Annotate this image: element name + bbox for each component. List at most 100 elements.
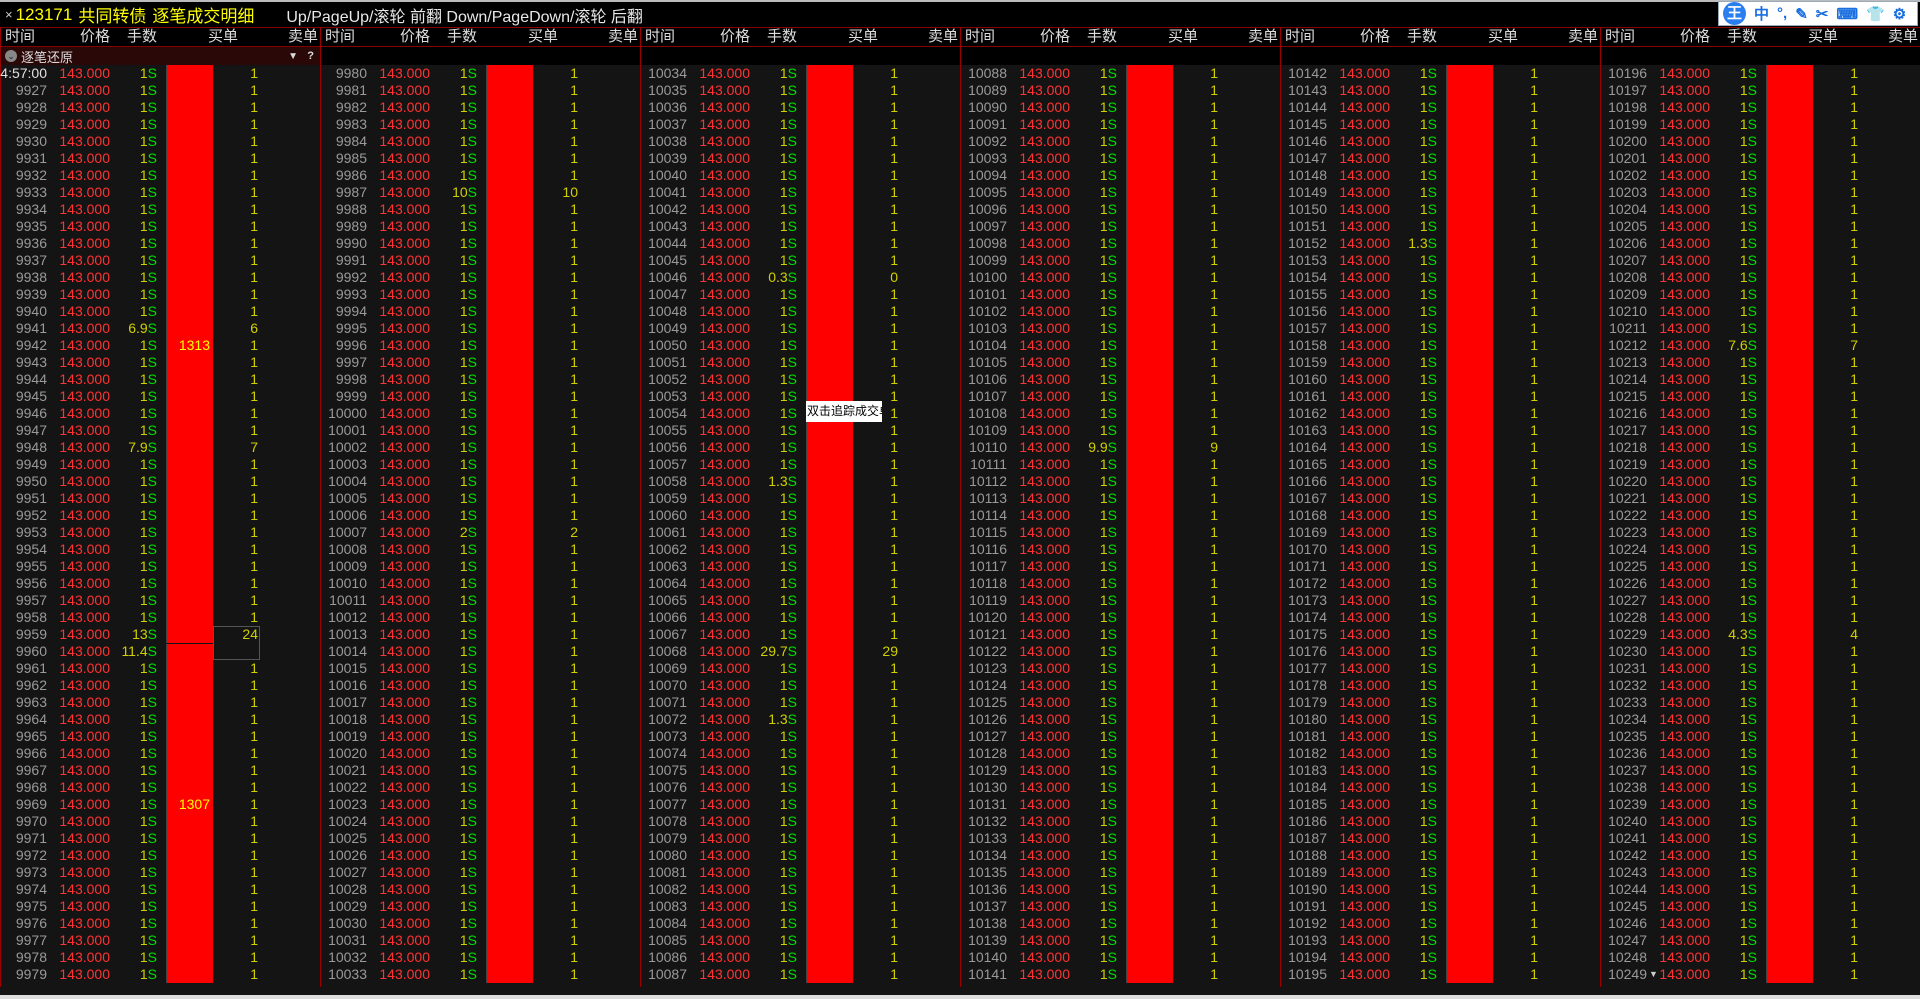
table-row[interactable]: 10157 143.000 1S 1 xyxy=(1280,320,1600,337)
table-row[interactable]: 10191 143.000 1S 1 xyxy=(1280,898,1600,915)
table-row[interactable]: 9959 143.000 13S 24 xyxy=(0,626,320,643)
table-row[interactable]: 10193 143.000 1S 1 xyxy=(1280,932,1600,949)
table-row[interactable]: 10116 143.000 1S 1 xyxy=(960,541,1280,558)
table-row[interactable]: 10083 143.000 1S 1 xyxy=(640,898,960,915)
table-row[interactable]: 9951 143.000 1S 1 xyxy=(0,490,320,507)
table-row[interactable]: 10085 143.000 1S 1 xyxy=(640,932,960,949)
table-row[interactable]: 10169 143.000 1S 1 xyxy=(1280,524,1600,541)
table-row[interactable]: 9941 143.000 6.9S 6 xyxy=(0,320,320,337)
table-row[interactable]: 10117 143.000 1S 1 xyxy=(960,558,1280,575)
table-row[interactable]: 10020 143.000 1S 1 xyxy=(320,745,640,762)
table-row[interactable]: 10168 143.000 1S 1 xyxy=(1280,507,1600,524)
table-row[interactable]: 9976 143.000 1S 1 xyxy=(0,915,320,932)
table-row[interactable]: 10045 143.000 1S 1 xyxy=(640,252,960,269)
header-sell-order[interactable]: 卖单 xyxy=(927,28,958,45)
table-row[interactable]: 10150 143.000 1S 1 xyxy=(1280,201,1600,218)
table-row[interactable]: 10055 143.000 1S 1 xyxy=(640,422,960,439)
table-row[interactable]: 10029 143.000 1S 1 xyxy=(320,898,640,915)
header-price[interactable]: 价格 xyxy=(399,28,430,45)
header-buy-order[interactable]: 买单 xyxy=(207,28,238,45)
table-row[interactable]: 9948 143.000 7.9S 7 xyxy=(0,439,320,456)
table-row[interactable]: 10152 143.000 1.3S 1 xyxy=(1280,235,1600,252)
table-row[interactable]: 10108 143.000 1S 1 xyxy=(960,405,1280,422)
table-row[interactable]: 10118 143.000 1S 1 xyxy=(960,575,1280,592)
table-row[interactable]: 10222 143.000 1S 1 xyxy=(1600,507,1920,524)
table-row[interactable]: 10124 143.000 1S 1 xyxy=(960,677,1280,694)
table-row[interactable]: 10035 143.000 1S 1 xyxy=(640,82,960,99)
table-row[interactable]: 10131 143.000 1S 1 xyxy=(960,796,1280,813)
table-row[interactable]: 10140 143.000 1S 1 xyxy=(960,949,1280,966)
table-row[interactable]: 9982 143.000 1S 1 xyxy=(320,99,640,116)
table-row[interactable]: 9937 143.000 1S 1 xyxy=(0,252,320,269)
header-time[interactable]: 时间 xyxy=(1285,28,1316,45)
header-sell-order[interactable]: 卖单 xyxy=(287,28,318,45)
chinese-mode-icon[interactable]: 中 xyxy=(1754,6,1770,23)
table-row[interactable]: 10145 143.000 1S 1 xyxy=(1280,116,1600,133)
table-row[interactable]: 9997 143.000 1S 1 xyxy=(320,354,640,371)
table-row[interactable]: 9940 143.000 1S 1 xyxy=(0,303,320,320)
table-row[interactable]: 10229 143.000 4.3S 4 xyxy=(1600,626,1920,643)
table-row[interactable]: 10109 143.000 1S 1 xyxy=(960,422,1280,439)
table-row[interactable]: 10022 143.000 1S 1 xyxy=(320,779,640,796)
buy-order-bar[interactable] xyxy=(166,644,213,983)
table-row[interactable]: 10237 143.000 1S 1 xyxy=(1600,762,1920,779)
buy-order-bar[interactable] xyxy=(1766,65,1813,983)
table-row[interactable]: 10137 143.000 1S 1 xyxy=(960,898,1280,915)
table-row[interactable]: 10102 143.000 1S 1 xyxy=(960,303,1280,320)
header-price[interactable]: 价格 xyxy=(1359,28,1390,45)
table-row[interactable]: 10009 143.000 1S 1 xyxy=(320,558,640,575)
table-row[interactable]: 10192 143.000 1S 1 xyxy=(1280,915,1600,932)
table-row[interactable]: 10095 143.000 1S 1 xyxy=(960,184,1280,201)
table-row[interactable]: 10062 143.000 1S 1 xyxy=(640,541,960,558)
table-row[interactable]: 10084 143.000 1S 1 xyxy=(640,915,960,932)
table-row[interactable]: 10175 143.000 1S 1 xyxy=(1280,626,1600,643)
table-row[interactable]: 10149 143.000 1S 1 xyxy=(1280,184,1600,201)
table-row[interactable]: 9983 143.000 1S 1 xyxy=(320,116,640,133)
table-row[interactable]: 9986 143.000 1S 1 xyxy=(320,167,640,184)
table-row[interactable]: 10057 143.000 1S 1 xyxy=(640,456,960,473)
table-row[interactable]: 9999 143.000 1S 1 xyxy=(320,388,640,405)
table-row[interactable]: 10243 143.000 1S 1 xyxy=(1600,864,1920,881)
table-row[interactable]: 10234 143.000 1S 1 xyxy=(1600,711,1920,728)
table-row[interactable]: 9938 143.000 1S 1 xyxy=(0,269,320,286)
table-row[interactable]: 9939 143.000 1S 1 xyxy=(0,286,320,303)
keyboard-icon[interactable]: ⌨ xyxy=(1836,5,1858,23)
table-row[interactable]: 9949 143.000 1S 1 xyxy=(0,456,320,473)
table-row[interactable]: 10184 143.000 1S 1 xyxy=(1280,779,1600,796)
table-row[interactable]: 10126 143.000 1S 1 xyxy=(960,711,1280,728)
skin-icon[interactable]: 👕 xyxy=(1866,5,1885,23)
table-row[interactable]: 10196 143.000 1S 1 xyxy=(1600,65,1920,82)
table-row[interactable]: 9972 143.000 1S 1 xyxy=(0,847,320,864)
table-row[interactable]: 10242 143.000 1S 1 xyxy=(1600,847,1920,864)
pen-icon[interactable]: ✎ xyxy=(1795,5,1808,23)
table-row[interactable]: 9979 143.000 1S 1 xyxy=(0,966,320,983)
table-row[interactable]: 9987 143.000 10S 10 xyxy=(320,184,640,201)
table-row[interactable]: 10114 143.000 1S 1 xyxy=(960,507,1280,524)
table-row[interactable]: 9954 143.000 1S 1 xyxy=(0,541,320,558)
table-row[interactable]: 10246 143.000 1S 1 xyxy=(1600,915,1920,932)
table-row[interactable]: 10042 143.000 1S 1 xyxy=(640,201,960,218)
header-time[interactable]: 时间 xyxy=(645,28,676,45)
table-row[interactable]: 9989 143.000 1S 1 xyxy=(320,218,640,235)
table-row[interactable]: 10179 143.000 1S 1 xyxy=(1280,694,1600,711)
table-row[interactable]: 10166 143.000 1S 1 xyxy=(1280,473,1600,490)
table-row[interactable]: 10053 143.000 1S 1 xyxy=(640,388,960,405)
header-price[interactable]: 价格 xyxy=(1679,28,1710,45)
table-row[interactable]: 10183 143.000 1S 1 xyxy=(1280,762,1600,779)
table-row[interactable]: 10248 143.000 1S 1 xyxy=(1600,949,1920,966)
table-row[interactable]: 10231 143.000 1S 1 xyxy=(1600,660,1920,677)
table-row[interactable]: 10236 143.000 1S 1 xyxy=(1600,745,1920,762)
table-row[interactable]: 10069 143.000 1S 1 xyxy=(640,660,960,677)
table-row[interactable]: 10180 143.000 1S 1 xyxy=(1280,711,1600,728)
table-row[interactable]: 10090 143.000 1S 1 xyxy=(960,99,1280,116)
header-volume[interactable]: 手数 xyxy=(446,28,477,45)
table-row[interactable]: 9973 143.000 1S 1 xyxy=(0,864,320,881)
table-row[interactable]: 10240 143.000 1S 1 xyxy=(1600,813,1920,830)
table-row[interactable]: 10007 143.000 2S 2 xyxy=(320,524,640,541)
table-row[interactable]: 10063 143.000 1S 1 xyxy=(640,558,960,575)
table-row[interactable]: 10013 143.000 1S 1 xyxy=(320,626,640,643)
table-row[interactable]: 10134 143.000 1S 1 xyxy=(960,847,1280,864)
table-row[interactable]: 9944 143.000 1S 1 xyxy=(0,371,320,388)
header-buy-order[interactable]: 买单 xyxy=(1167,28,1198,45)
table-row[interactable]: 10024 143.000 1S 1 xyxy=(320,813,640,830)
